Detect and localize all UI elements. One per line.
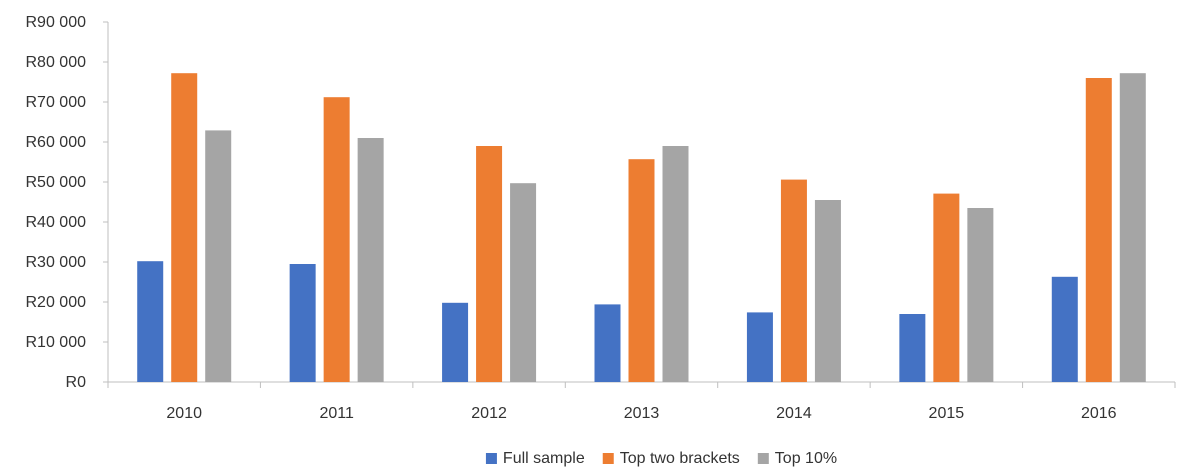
y-tick-label: R80 000 [26, 54, 87, 71]
bar [289, 264, 316, 382]
y-tick-label: R50 000 [26, 174, 87, 191]
bar [1085, 78, 1112, 382]
legend-swatch [602, 453, 614, 464]
x-tick-label: 2010 [166, 405, 202, 422]
bar [357, 138, 384, 382]
bar [205, 130, 232, 382]
y-tick-label: R60 000 [26, 134, 87, 151]
legend-item: Top two brackets [602, 450, 740, 467]
y-tick-label: R90 000 [26, 14, 87, 31]
bar [442, 302, 469, 382]
y-tick-label: R30 000 [26, 254, 87, 271]
x-tick-label: 2015 [929, 405, 965, 422]
bar [323, 97, 350, 382]
y-tick-label: R70 000 [26, 94, 87, 111]
legend-swatch [757, 453, 769, 464]
bar [814, 200, 841, 382]
x-tick-label: 2012 [471, 405, 507, 422]
legend-swatch [485, 453, 497, 464]
legend-label: Top two brackets [620, 450, 740, 467]
legend-label: Top 10% [775, 450, 837, 467]
bar [594, 304, 621, 382]
bar [662, 146, 689, 382]
bar [476, 146, 503, 382]
x-tick-label: 2011 [319, 405, 354, 422]
y-tick-label: R40 000 [26, 214, 87, 231]
x-tick-label: 2013 [624, 405, 660, 422]
bar [628, 159, 655, 382]
x-axis: 2010 2011 2012 2013 2014 2015 2016 [107, 381, 1176, 422]
bar [510, 183, 537, 382]
y-tick-label: R20 000 [26, 294, 87, 311]
x-tick-label: 2016 [1081, 405, 1117, 422]
bar [933, 193, 960, 382]
bar [137, 261, 164, 382]
legend-label: Full sample [503, 450, 585, 467]
bars [137, 73, 1146, 382]
bar [1119, 73, 1146, 382]
bar [1051, 276, 1078, 382]
bar [899, 314, 926, 382]
bar [780, 179, 807, 382]
bar [746, 312, 773, 382]
bar [967, 208, 994, 382]
legend-item: Full sample [485, 450, 585, 467]
bar [171, 73, 198, 382]
y-tick-label: R10 000 [26, 334, 87, 351]
x-tick-label: 2014 [776, 405, 812, 422]
y-tick-label: R0 [66, 374, 87, 391]
legend: Full sample Top two brackets Top 10% [485, 450, 837, 467]
y-axis: R0 R10 000 R20 000 R30 000 R40 000 R50 000 R60… [26, 14, 109, 391]
legend-item: Top 10% [757, 450, 837, 467]
